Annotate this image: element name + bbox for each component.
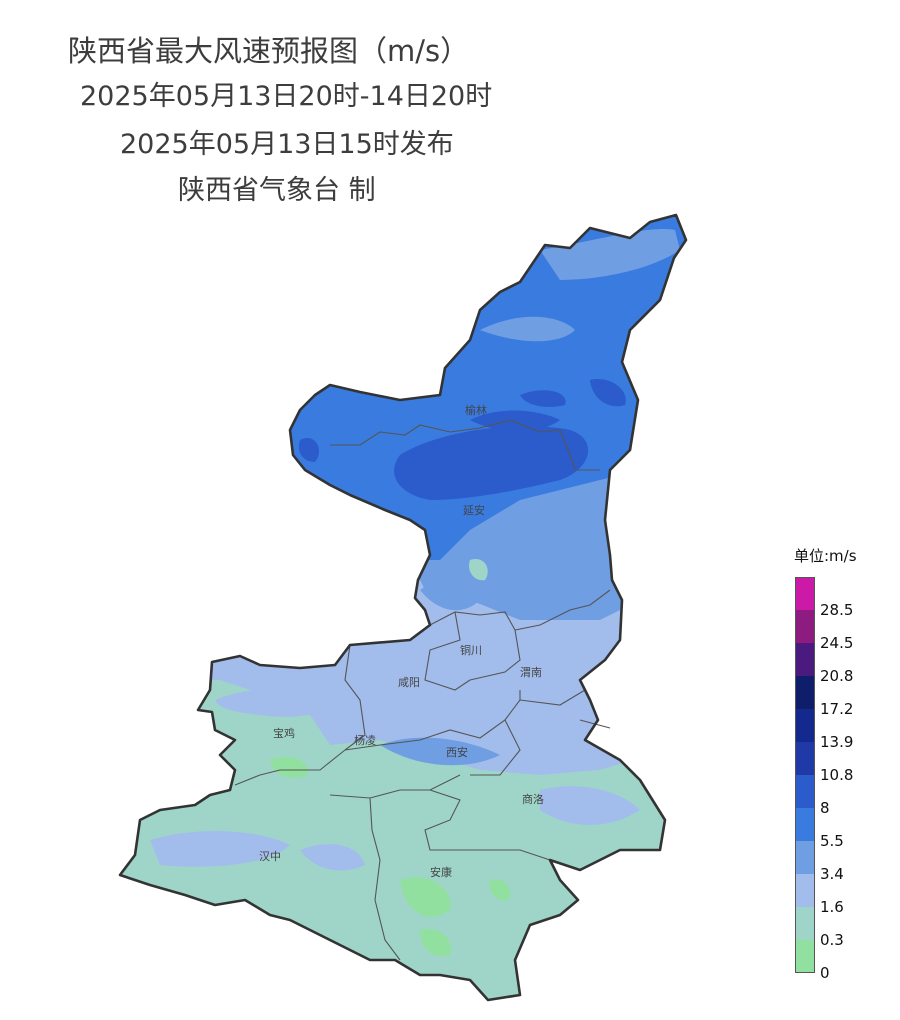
legend-swatch bbox=[795, 808, 815, 841]
city-label-yanan: 延安 bbox=[463, 503, 485, 517]
legend-tick-label: 0 bbox=[820, 964, 830, 982]
city-boundaries bbox=[234, 419, 611, 961]
city-label-weinan: 渭南 bbox=[520, 666, 542, 679]
city-label-baoji: 宝鸡 bbox=[273, 726, 295, 740]
legend-swatch bbox=[795, 709, 815, 742]
city-labels: 榆林 延安 铜川 咸阳 渭南 宝鸡 杨凌 西安 商洛 汉中 安康 bbox=[259, 403, 544, 879]
legend-tick-label: 10.8 bbox=[820, 766, 854, 784]
legend-swatch bbox=[795, 643, 815, 676]
forecast-period: 2025年05月13日20时-14日20时 bbox=[80, 81, 493, 112]
province-boundary bbox=[118, 213, 688, 1002]
legend-tick-label: 20.8 bbox=[820, 667, 854, 685]
issued-time: 2025年05月13日15时发布 bbox=[120, 129, 454, 160]
issuing-agency: 陕西省气象台 制 bbox=[178, 175, 376, 206]
color-legend bbox=[795, 577, 815, 973]
legend-tick-label: 24.5 bbox=[820, 634, 854, 652]
city-label-xianyang: 咸阳 bbox=[398, 676, 420, 689]
city-label-ankang: 安康 bbox=[430, 865, 452, 879]
city-label-hanzhong: 汉中 bbox=[259, 850, 281, 863]
legend-tick-label: 5.5 bbox=[820, 832, 844, 850]
legend-swatch bbox=[795, 577, 815, 610]
legend-tick-label: 0.3 bbox=[820, 931, 844, 949]
city-label-yangling: 杨凌 bbox=[354, 733, 376, 747]
legend-title: 单位:m/s bbox=[794, 547, 857, 565]
legend-swatch bbox=[795, 841, 815, 874]
city-label-tongchuan: 铜川 bbox=[460, 643, 482, 657]
map-title: 陕西省最大风速预报图（m/s） bbox=[68, 34, 470, 68]
legend-tick-label: 17.2 bbox=[820, 700, 854, 718]
legend-swatch bbox=[795, 742, 815, 775]
legend-tick-label: 13.9 bbox=[820, 733, 854, 751]
legend-tick-label: 1.6 bbox=[820, 898, 844, 916]
legend-swatch bbox=[795, 940, 815, 973]
city-label-yulin: 榆林 bbox=[465, 403, 487, 417]
legend-swatch bbox=[795, 775, 815, 808]
legend-swatch bbox=[795, 874, 815, 907]
legend-swatch bbox=[795, 907, 815, 940]
legend-swatch bbox=[795, 610, 815, 643]
legend-tick-label: 3.4 bbox=[820, 865, 844, 883]
legend-swatch bbox=[795, 676, 815, 709]
city-label-shangluo: 商洛 bbox=[522, 792, 544, 806]
legend-tick-label: 8 bbox=[820, 799, 830, 817]
city-label-xian: 西安 bbox=[446, 745, 468, 759]
legend-tick-label: 28.5 bbox=[820, 601, 854, 619]
